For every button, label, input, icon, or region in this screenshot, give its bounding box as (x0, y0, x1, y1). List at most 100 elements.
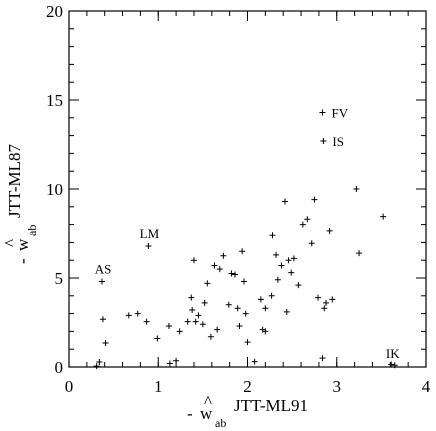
data-point (274, 276, 281, 283)
data-point (211, 262, 218, 269)
y-tick-label: 5 (55, 269, 64, 288)
data-point (239, 248, 246, 255)
labeled-data-point (99, 278, 106, 285)
x-axis-label: - ^ w ab JTT-ML91 (187, 392, 308, 430)
labeled-data-point (145, 242, 152, 249)
y-axis-label-hat: ^ (1, 239, 20, 247)
x-tick-label: 3 (333, 377, 342, 396)
x-tick-label: 0 (65, 377, 74, 396)
data-point (204, 280, 211, 287)
data-point (319, 355, 326, 362)
data-point (290, 255, 297, 262)
y-tick-label: 0 (55, 358, 64, 377)
data-point (380, 213, 387, 220)
data-point (166, 360, 173, 367)
data-point (288, 269, 295, 276)
data-point (285, 257, 292, 264)
point-label-fv: FV (331, 105, 348, 120)
data-point (176, 328, 183, 335)
data-point (173, 357, 180, 364)
point-label-lm: LM (140, 226, 160, 241)
y-axis-label-base: w (13, 238, 32, 251)
labeled-data-point (319, 109, 326, 116)
y-axis-label-sup: JTT-ML87 (5, 144, 24, 218)
data-point (220, 252, 227, 259)
data-point (188, 294, 195, 301)
data-point (199, 321, 206, 328)
data-point (257, 296, 264, 303)
data-point (262, 305, 269, 312)
x-tick-label: 4 (422, 377, 431, 396)
data-point (190, 257, 197, 264)
data-point (143, 318, 150, 325)
data-point (234, 305, 241, 312)
data-point (299, 221, 306, 228)
labeled-data-point (320, 137, 327, 144)
data-point (96, 359, 103, 366)
data-point (388, 361, 395, 368)
data-points (93, 109, 398, 370)
data-point (242, 310, 249, 317)
data-point (134, 310, 141, 317)
x-tick-label: 1 (154, 377, 163, 396)
x-axis-label-sub: ab (215, 416, 226, 430)
data-point (201, 299, 208, 306)
data-point (214, 326, 221, 333)
data-point (268, 292, 275, 299)
data-point (311, 196, 318, 203)
tick-labels: 0 1 2 3 4 0 5 10 15 20 (46, 2, 431, 396)
point-label-as: AS (95, 262, 112, 277)
data-point (278, 262, 285, 269)
data-point (165, 323, 172, 330)
point-labels: FV IS LM AS IK (95, 105, 401, 361)
data-point (304, 216, 311, 223)
x-axis-label-hat: ^ (204, 392, 212, 411)
major-ticks (68, 10, 427, 368)
data-point (356, 250, 363, 257)
data-point (295, 282, 302, 289)
data-point (262, 328, 269, 335)
data-point (99, 316, 106, 323)
data-point (228, 270, 235, 277)
point-label-is: IS (332, 134, 344, 149)
data-point (281, 198, 288, 205)
data-point (321, 305, 328, 312)
data-point (240, 278, 247, 285)
data-point (269, 232, 276, 239)
data-point (93, 363, 100, 370)
data-point (189, 307, 196, 314)
y-axis-label: - ^ w ab JTT-ML87 (1, 144, 39, 264)
data-point (184, 318, 191, 325)
y-tick-label: 10 (46, 180, 63, 199)
data-point (283, 308, 290, 315)
data-point (225, 301, 232, 308)
labeled-data-point (391, 362, 398, 369)
x-axis-label-sup: JTT-ML91 (234, 396, 308, 415)
data-point (308, 240, 315, 247)
data-point (232, 271, 239, 278)
y-tick-label: 15 (46, 91, 63, 110)
point-label-ik: IK (386, 346, 400, 361)
data-point (195, 312, 202, 319)
data-point (323, 299, 330, 306)
data-point (326, 227, 333, 234)
data-point (315, 294, 322, 301)
data-point (353, 186, 360, 192)
x-axis-label-prefix: - (187, 404, 197, 423)
x-axis-label-base: w (200, 404, 213, 423)
data-point (251, 358, 258, 365)
data-point (192, 318, 199, 325)
data-point (102, 339, 109, 346)
data-point (207, 333, 214, 340)
data-point (216, 266, 223, 273)
x-tick-label: 2 (243, 377, 252, 396)
data-point (244, 339, 251, 346)
y-tick-label: 20 (46, 2, 63, 21)
data-point (125, 312, 132, 319)
data-point (273, 251, 280, 258)
data-point (236, 323, 243, 330)
data-point (329, 296, 336, 303)
y-axis-label-sub: ab (25, 225, 39, 236)
data-point (154, 335, 161, 342)
